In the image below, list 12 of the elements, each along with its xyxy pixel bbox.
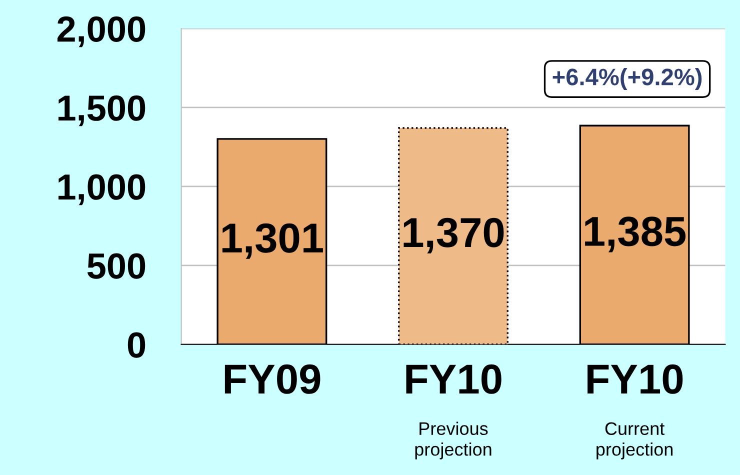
data-label: 1,385 — [585, 216, 686, 252]
y-tick-label: 1,500 — [58, 95, 146, 126]
x-tick-label: FY10 Previous projection — [406, 364, 502, 460]
y-tick-label: 500 — [87, 253, 146, 279]
data-label: 1,370 — [404, 218, 504, 254]
y-tick-label: 2,000 — [57, 16, 146, 48]
annotation: +6.4%(+9.2%) — [552, 68, 702, 90]
y-tick-label: 1,000 — [58, 174, 146, 206]
y-tick-label: 0 — [128, 332, 146, 358]
x-tick-label: FY10 Current projection — [588, 364, 683, 460]
data-label: 1,301 — [222, 223, 323, 259]
x-tick-label: FY09 — [224, 364, 320, 394]
